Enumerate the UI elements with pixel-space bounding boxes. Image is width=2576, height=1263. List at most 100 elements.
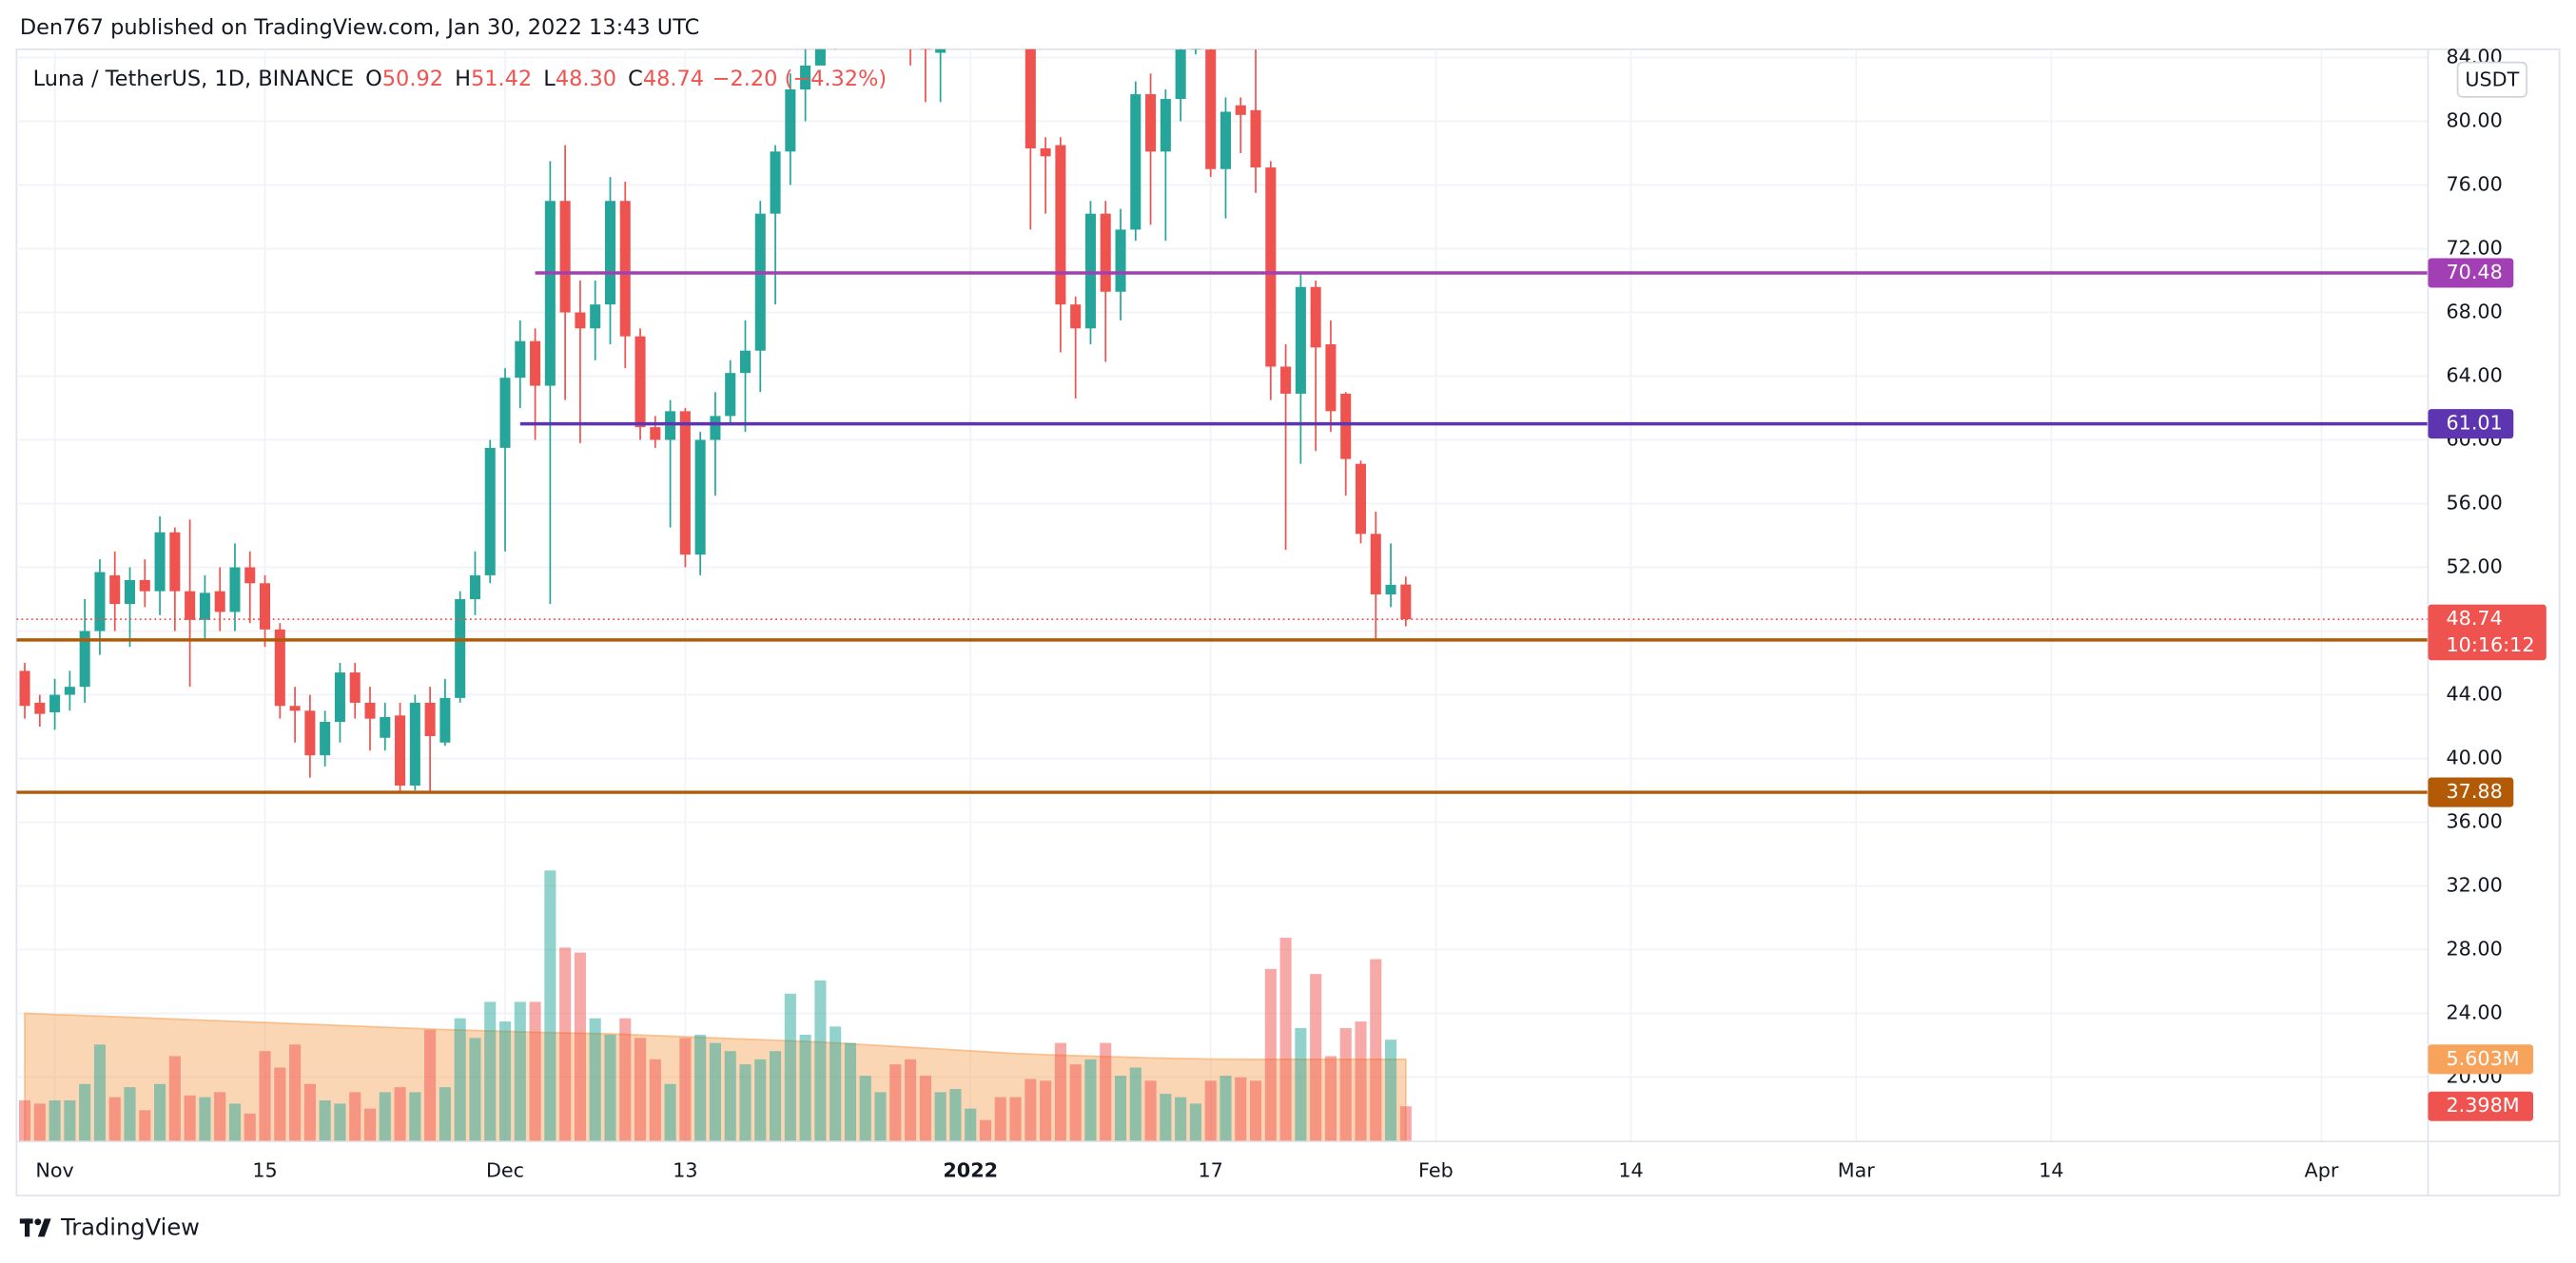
volume-bar [874, 1092, 887, 1142]
low-value: 48.30 [556, 66, 616, 90]
candle-body [1070, 304, 1082, 329]
high-value: 51.42 [471, 66, 532, 90]
volume-bar [934, 1092, 946, 1142]
close-value: 48.74 [643, 66, 704, 90]
volume-bar [33, 1103, 46, 1142]
logo-part [37, 1218, 51, 1237]
high-key: H [455, 66, 471, 90]
level-label: 70.48 [2446, 261, 2502, 283]
volume-bar [544, 870, 556, 1142]
x-tick-label: 17 [1199, 1158, 1223, 1181]
brand-logo [19, 1218, 51, 1237]
candle-body [634, 336, 646, 428]
volume-bar [424, 1029, 437, 1142]
candle-body [665, 411, 676, 440]
volume-bar [919, 1076, 931, 1142]
candle-body [739, 350, 751, 374]
candle-body [1310, 286, 1321, 348]
candle-body [289, 706, 301, 711]
volume-tag [2428, 1091, 2534, 1121]
y-tick-label: 52.00 [2446, 555, 2502, 578]
volume-bar [259, 1051, 271, 1142]
candle-body [725, 373, 736, 417]
volume-bar [1069, 1064, 1082, 1142]
candle-body [559, 201, 571, 313]
publish-note: Den767 published on TradingView.com, Jan… [20, 15, 699, 40]
volume-bar [529, 1001, 541, 1142]
candle-body [124, 579, 136, 605]
volume-bar [184, 1095, 196, 1142]
volume-bar [228, 1103, 242, 1142]
volume-bar [1084, 1059, 1097, 1142]
volume-bar [1204, 1080, 1217, 1142]
x-tick-label: 2022 [943, 1158, 998, 1181]
brand: TradingView [60, 1214, 200, 1241]
candle-body [1340, 393, 1352, 459]
candle-body [590, 304, 601, 329]
volume-bar [19, 1100, 31, 1142]
candle-body [1190, 49, 1201, 50]
volume-bar [1114, 1076, 1127, 1142]
candle-body [484, 447, 496, 575]
volume-bar [1264, 968, 1277, 1142]
volume-bar [1295, 1028, 1307, 1142]
candle-body [1265, 167, 1277, 367]
volume-bar [1370, 959, 1382, 1142]
volume-bar [1310, 974, 1322, 1142]
candle-body [650, 427, 661, 440]
volume-bar [349, 1092, 361, 1142]
candle-body [785, 89, 796, 152]
volume-bar [979, 1119, 992, 1142]
candle-body [530, 340, 541, 386]
volume-bar [1355, 1021, 1367, 1142]
y-tick-label: 32.00 [2446, 874, 2502, 897]
y-tick-label: 64.00 [2446, 364, 2502, 387]
currency-button[interactable] [2456, 61, 2527, 98]
candle-body [1220, 111, 1231, 169]
y-tick-label: 40.00 [2446, 747, 2502, 769]
candle-body [455, 599, 466, 698]
x-tick-label: Feb [1418, 1158, 1454, 1181]
volume-bar [108, 1097, 121, 1142]
candle-body [1385, 584, 1396, 595]
volume-bar [168, 1056, 181, 1142]
candle-body [800, 65, 811, 90]
y-tick-label: 68.00 [2446, 301, 2502, 323]
volume-bar [709, 1042, 721, 1142]
candle-body [1025, 49, 1036, 148]
volume-bar [409, 1092, 421, 1142]
candle-body [1205, 49, 1217, 169]
volume-bar [814, 980, 827, 1142]
level-label: 61.01 [2446, 412, 2502, 435]
volume-bar [1220, 1076, 1232, 1142]
x-tick-label: Apr [2305, 1158, 2339, 1181]
candle-body [1295, 286, 1306, 394]
volume-bar [559, 947, 572, 1142]
volume-bar [93, 1044, 106, 1142]
volume-bar [829, 1026, 842, 1142]
candle-body [424, 702, 436, 737]
volume-bar [139, 1110, 151, 1142]
candle-body [679, 411, 691, 555]
volume-bar [619, 1018, 632, 1142]
candle-body [619, 201, 631, 337]
candle-body [34, 702, 46, 714]
y-tick-label: 24.00 [2446, 1001, 2502, 1024]
volume-bar [949, 1089, 962, 1142]
x-tick-label: Dec [486, 1158, 524, 1181]
x-tick-label: 14 [2039, 1158, 2063, 1181]
volume-bar [514, 1001, 526, 1142]
candle-body [1355, 463, 1367, 534]
volume-bar [214, 1092, 226, 1142]
volume-bar [679, 1038, 692, 1142]
volume-bar [770, 1051, 782, 1142]
open-key: O [365, 66, 382, 90]
low-key: L [543, 66, 556, 90]
volume-bar [394, 1087, 406, 1142]
volume-bar [1144, 1080, 1157, 1142]
candle-body [274, 629, 285, 707]
volume-bar [1100, 1042, 1112, 1142]
volume-bar [589, 1018, 601, 1142]
candle-body [694, 439, 706, 555]
volume-bar [1339, 1028, 1352, 1142]
